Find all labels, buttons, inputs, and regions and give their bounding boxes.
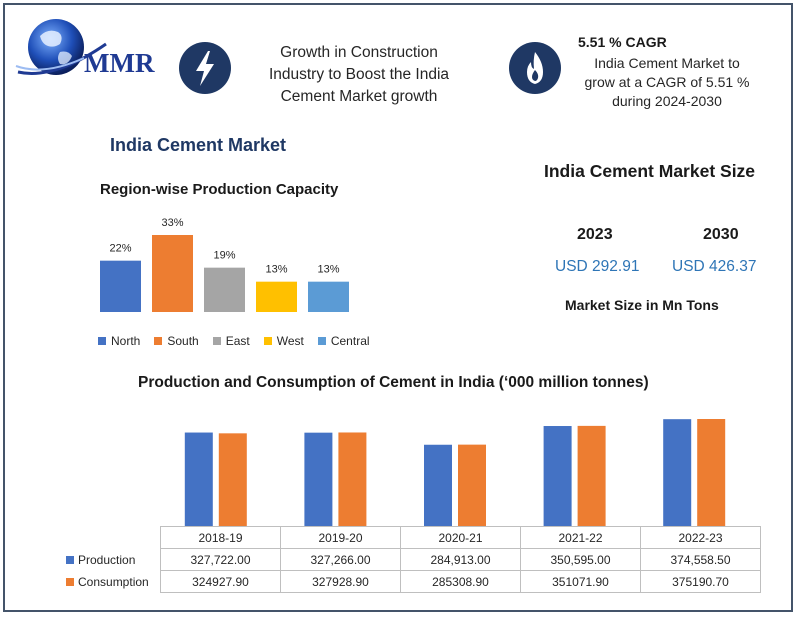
production-label: Production: [78, 552, 136, 567]
table-row-consumption: Consumption 324927.90 327928.90 285308.9…: [62, 570, 761, 593]
production-bar: [424, 444, 452, 526]
legend-label: Central: [330, 334, 370, 348]
table-cell: 327928.90: [280, 570, 401, 593]
banner-line: Growth in Construction: [280, 44, 438, 61]
table-col-header: 2019-20: [280, 526, 401, 549]
production-swatch: [66, 556, 74, 565]
legend-label: East: [225, 334, 250, 348]
mmr-logo-globe-icon: [15, 19, 107, 75]
cagr-line: during 2024-2030: [612, 93, 722, 109]
legend-item: East: [212, 334, 250, 348]
region-value-label: 13%: [317, 264, 339, 276]
consumption-bar: [338, 432, 367, 526]
consumption-bar: [218, 433, 247, 526]
market-title: India Cement Market: [110, 135, 287, 155]
consumption-bar: [697, 419, 726, 526]
lightning-bolt-icon: [179, 42, 231, 94]
region-bar: [100, 260, 141, 312]
region-legend: North South East West Central: [98, 334, 370, 348]
region-bar: [256, 281, 297, 312]
production-bar: [304, 432, 333, 526]
table-cell: 285308.90: [400, 570, 521, 593]
legend-item: North: [98, 334, 140, 348]
consumption-bar: [458, 444, 486, 526]
production-bar: [184, 432, 213, 526]
table-cell: 327,722.00: [160, 548, 281, 571]
market-size-unit: Market Size in Mn Tons: [565, 297, 719, 313]
table-corner: [62, 527, 161, 549]
table-cell: 375190.70: [640, 570, 761, 593]
table-cell: 284,913.00: [400, 548, 521, 571]
region-bar-chart: 22% 33% 19% 13% 13%: [100, 217, 349, 312]
legend-item: Central: [317, 334, 370, 348]
year-start: 2023: [577, 226, 613, 243]
banner-line: Industry to Boost the India: [268, 66, 450, 83]
legend-swatch: [212, 337, 221, 345]
production-bar: [543, 426, 572, 526]
table-cell: 374,558.50: [640, 548, 761, 571]
growth-banner-text: Growth in Construction Industry to Boost…: [244, 42, 474, 108]
table-cell: 350,595.00: [520, 548, 641, 571]
banner-line: Cement Market growth: [280, 88, 438, 105]
legend-label: South: [167, 334, 199, 348]
cagr-title: 5.51 % CAGR: [578, 34, 667, 50]
table-row-production: Production 327,722.00 327,266.00 284,913…: [62, 548, 761, 571]
value-end: USD 426.37: [672, 258, 757, 275]
cagr-line: grow at a CAGR of 5.51 %: [584, 74, 750, 90]
consumption-swatch: [66, 578, 74, 587]
table-cell: 327,266.00: [280, 548, 401, 571]
region-bar: [152, 235, 193, 312]
market-size-title: India Cement Market Size: [544, 161, 756, 181]
region-bar: [308, 281, 349, 312]
region-chart-title: Region-wise Production Capacity: [100, 181, 339, 198]
legend-item: South: [154, 334, 199, 348]
table-col-header: 2020-21: [400, 526, 521, 549]
table-col-header: 2021-22: [520, 526, 641, 549]
cagr-line: India Cement Market to: [594, 55, 740, 71]
legend-swatch: [154, 337, 163, 345]
legend-item: West: [263, 334, 304, 348]
legend-swatch: [263, 337, 272, 345]
legend-swatch: [98, 337, 106, 345]
consumption-bar: [577, 425, 606, 526]
table-col-header: 2018-19: [160, 526, 281, 549]
flame-icon: [509, 42, 561, 94]
production-bar-chart: [184, 419, 726, 526]
region-value-label: 33%: [161, 217, 183, 229]
cagr-text: India Cement Market to grow at a CAGR of…: [572, 54, 762, 111]
consumption-row-header: Consumption: [62, 570, 161, 593]
production-row-header: Production: [62, 548, 161, 571]
region-value-label: 22%: [109, 243, 131, 255]
table-cell: 351071.90: [520, 570, 641, 593]
table-cell: 324927.90: [160, 570, 281, 593]
legend-label: North: [111, 334, 141, 348]
year-end: 2030: [703, 226, 739, 243]
consumption-label: Consumption: [78, 574, 149, 589]
region-value-label: 13%: [265, 264, 287, 276]
table-col-header: 2022-23: [640, 526, 761, 549]
production-data-table: 2018-19 2019-20 2020-21 2021-22 2022-23 …: [62, 526, 761, 593]
logo-text: MMR: [84, 48, 155, 78]
region-value-label: 19%: [213, 250, 235, 262]
production-bar: [663, 419, 692, 526]
region-bar: [204, 267, 245, 312]
legend-swatch: [317, 337, 326, 345]
production-chart-title: Production and Consumption of Cement in …: [138, 374, 649, 391]
value-start: USD 292.91: [555, 258, 640, 275]
table-header-row: 2018-19 2019-20 2020-21 2021-22 2022-23: [62, 526, 761, 549]
legend-label: West: [276, 334, 304, 348]
